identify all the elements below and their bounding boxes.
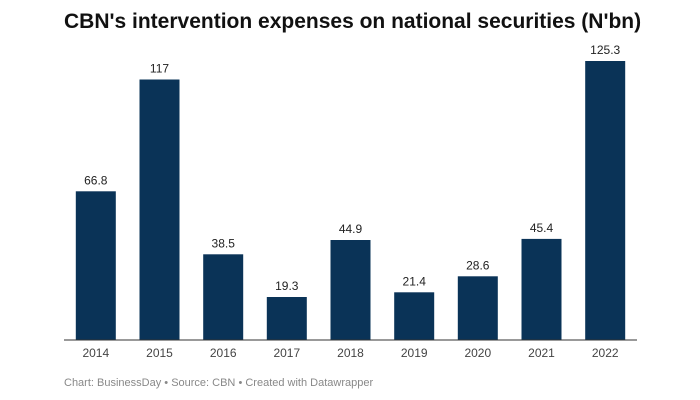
bar-2020 (457, 276, 498, 340)
bar-2021 (521, 238, 562, 340)
x-tick-label-2019: 2019 (401, 346, 428, 360)
footer-source: Source: CBN (171, 377, 236, 389)
chart-footer: Chart: BusinessDay • Source: CBN • Creat… (64, 377, 373, 389)
x-tick-label-2018: 2018 (337, 346, 364, 360)
footer-separator: • (235, 377, 246, 389)
x-tick-label-2020: 2020 (464, 346, 491, 360)
footer-tool: Created with Datawrapper (245, 377, 374, 389)
chart-title: CBN's intervention expenses on national … (64, 10, 642, 33)
bars-group (75, 61, 626, 340)
bar-2016 (203, 254, 244, 340)
bar-2019 (394, 292, 435, 340)
bar-2017 (266, 297, 307, 340)
value-label-2017: 19.3 (275, 279, 299, 293)
value-label-2018: 44.9 (339, 222, 363, 236)
tick-labels-group: 2014 2015 2016 2017 2018 2019 2020 2021 2022 (82, 346, 618, 360)
x-tick-label-2017: 2017 (273, 346, 300, 360)
value-label-2015: 117 (150, 62, 169, 76)
x-tick-label-2014: 2014 (82, 346, 109, 360)
value-label-2020: 28.6 (466, 258, 490, 272)
bar-2014 (75, 191, 116, 340)
bar-2022 (585, 61, 626, 340)
footer-separator: • (161, 377, 172, 389)
x-tick-label-2015: 2015 (146, 346, 173, 360)
value-label-2021: 45.4 (530, 221, 554, 235)
value-label-2022: 125.3 (590, 43, 620, 57)
x-tick-label-2022: 2022 (592, 346, 619, 360)
x-tick-label-2016: 2016 (210, 346, 237, 360)
footer-credit: Chart: BusinessDay (64, 377, 162, 389)
bar-2018 (330, 240, 371, 340)
value-label-2014: 66.8 (84, 173, 108, 187)
value-label-2016: 38.5 (212, 236, 236, 250)
bar-2015 (139, 79, 180, 340)
value-label-2019: 21.4 (403, 274, 427, 288)
value-labels-group: 66.8 117 38.5 19.3 44.9 21.4 28.6 45.4 125.3 (84, 43, 620, 293)
x-tick-label-2021: 2021 (528, 346, 555, 360)
